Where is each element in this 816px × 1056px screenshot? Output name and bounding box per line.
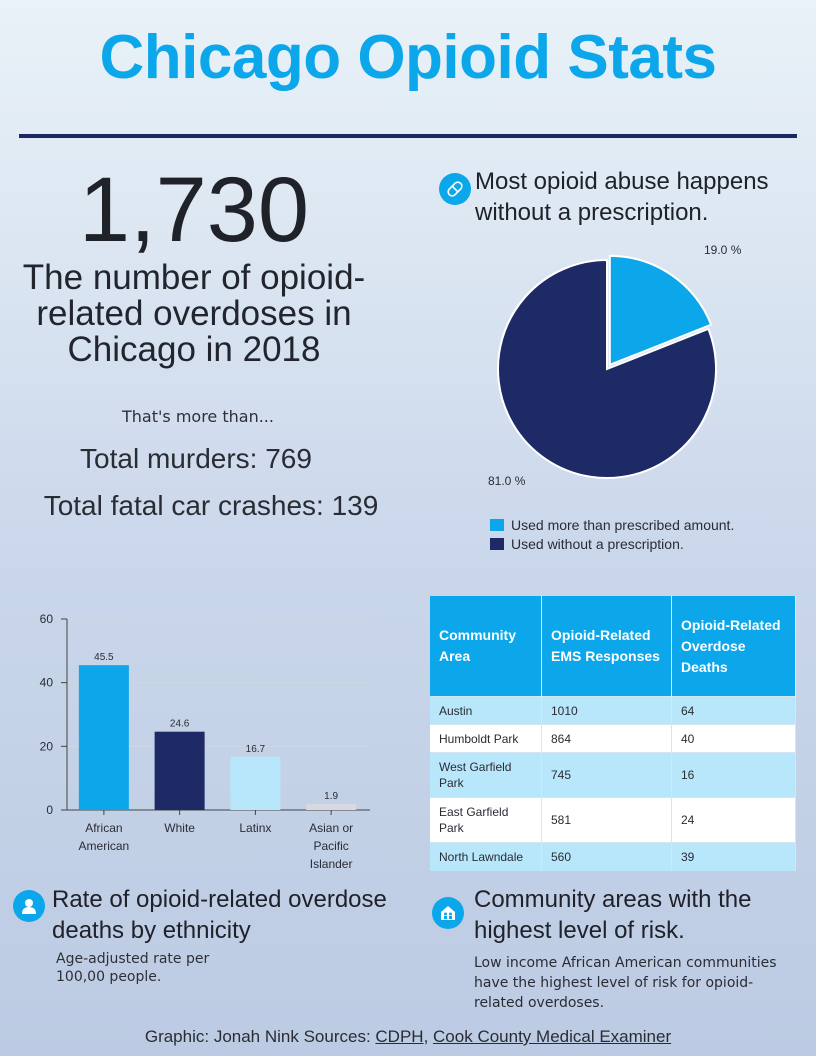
table-cell: 581	[541, 797, 672, 843]
home-icon	[432, 897, 464, 929]
y-tick-label: 20	[40, 739, 54, 753]
footer-credits: Graphic: Jonah Nink Sources: CDPH, Cook …	[0, 1027, 816, 1047]
table-row: Humboldt Park 864 40	[430, 724, 796, 753]
source-link-cdph[interactable]: CDPH	[375, 1027, 424, 1046]
footer-text: Graphic: Jonah Nink Sources:	[144, 1027, 376, 1046]
y-tick-label: 40	[40, 676, 54, 690]
x-tick-label: White	[164, 821, 195, 835]
bar	[78, 665, 129, 810]
table-cell: 560	[541, 842, 672, 871]
bar	[306, 803, 357, 810]
pie-legend-prescribed: Used more than prescribed amount.	[490, 517, 734, 533]
community-table: Community Area Opioid-Related EMS Respon…	[430, 596, 796, 871]
legend-swatch-no-prescription	[490, 538, 504, 550]
x-tick-label: Latinx	[239, 821, 271, 835]
table-row: West Garfield Park 745 16	[430, 752, 796, 798]
table-cell: 16	[671, 752, 796, 798]
x-tick-label: Asian or Pacific Islander	[309, 821, 353, 871]
x-tick-label: African American	[79, 821, 130, 853]
pie-label-no-prescription: 81.0 %	[488, 474, 526, 488]
bar	[154, 731, 205, 810]
comparison-intro: That's more than...	[122, 407, 274, 426]
table-subtitle: Low income African American communities …	[474, 955, 777, 1011]
bar-chart-title: Rate of opioid-related overdose deaths b…	[52, 886, 387, 944]
y-tick-label: 60	[40, 612, 54, 626]
table-header-cell: Community Area	[430, 596, 542, 697]
table-title: Community areas with the highest level o…	[474, 886, 752, 944]
bar-chart-subtitle: Age-adjusted rate per 100,00 people.	[56, 951, 210, 985]
bar-chart: 0 20 40 60 45.5 African American 24.6 White 16.7 L…	[40, 612, 370, 871]
bar-value-label: 45.5	[94, 652, 114, 663]
table-header-cell: Opioid-Related Overdose Deaths	[671, 596, 796, 697]
table-cell: Humboldt Park	[430, 724, 542, 753]
page-title: Chicago Opioid Stats	[99, 23, 717, 92]
bar-value-label: 1.9	[324, 791, 338, 802]
table-cell: 64	[671, 696, 796, 725]
pie-slice-no-prescription	[497, 258, 717, 479]
pie-label-prescribed: 19.0 %	[704, 243, 742, 257]
table-cell: 1010	[541, 696, 672, 725]
source-link-medical-examiner[interactable]: Cook County Medical Examiner	[433, 1027, 672, 1046]
table-cell: Austin	[430, 696, 542, 725]
y-tick-label: 0	[46, 803, 53, 817]
table-row: North Lawndale 560 39	[430, 842, 796, 871]
table-cell: 40	[671, 724, 796, 753]
overdose-count: 1,730	[78, 159, 310, 261]
legend-label-no-prescription: Used without a prescription.	[511, 536, 684, 552]
table-row: East Garfield Park 581 24	[430, 797, 796, 843]
murders-stat: Total murders: 769	[80, 443, 312, 474]
overdose-caption: The number of opioid-related overdoses i…	[22, 258, 366, 369]
table-row: Austin 1010 64	[430, 696, 796, 725]
pie-slice-prescribed	[608, 254, 713, 367]
bar-value-label: 16.7	[246, 744, 266, 755]
legend-swatch-prescribed	[490, 519, 504, 531]
pie-chart: 19.0 % 81.0 %	[488, 243, 742, 488]
pill-icon	[439, 173, 471, 205]
table-cell: 39	[671, 842, 796, 871]
pie-chart-title: Most opioid abuse happens without a pres…	[475, 168, 769, 226]
table-cell: North Lawndale	[430, 842, 542, 871]
table-cell: 864	[541, 724, 672, 753]
footer-separator: ,	[423, 1027, 434, 1046]
table-header-row: Community Area Opioid-Related EMS Respon…	[430, 596, 796, 697]
bar-value-label: 24.6	[170, 719, 190, 730]
table-cell: West Garfield Park	[430, 752, 542, 798]
crashes-stat: Total fatal car crashes: 139	[43, 490, 379, 521]
table-cell: 745	[541, 752, 672, 798]
person-icon	[13, 890, 45, 922]
legend-label-prescribed: Used more than prescribed amount.	[511, 517, 735, 533]
title-divider	[19, 134, 797, 138]
pie-legend-no-prescription: Used without a prescription.	[490, 536, 684, 552]
table-cell: 24	[671, 797, 796, 843]
bar	[230, 756, 281, 810]
table-cell: East Garfield Park	[430, 797, 542, 843]
table-header-cell: Opioid-Related EMS Responses	[541, 596, 672, 697]
